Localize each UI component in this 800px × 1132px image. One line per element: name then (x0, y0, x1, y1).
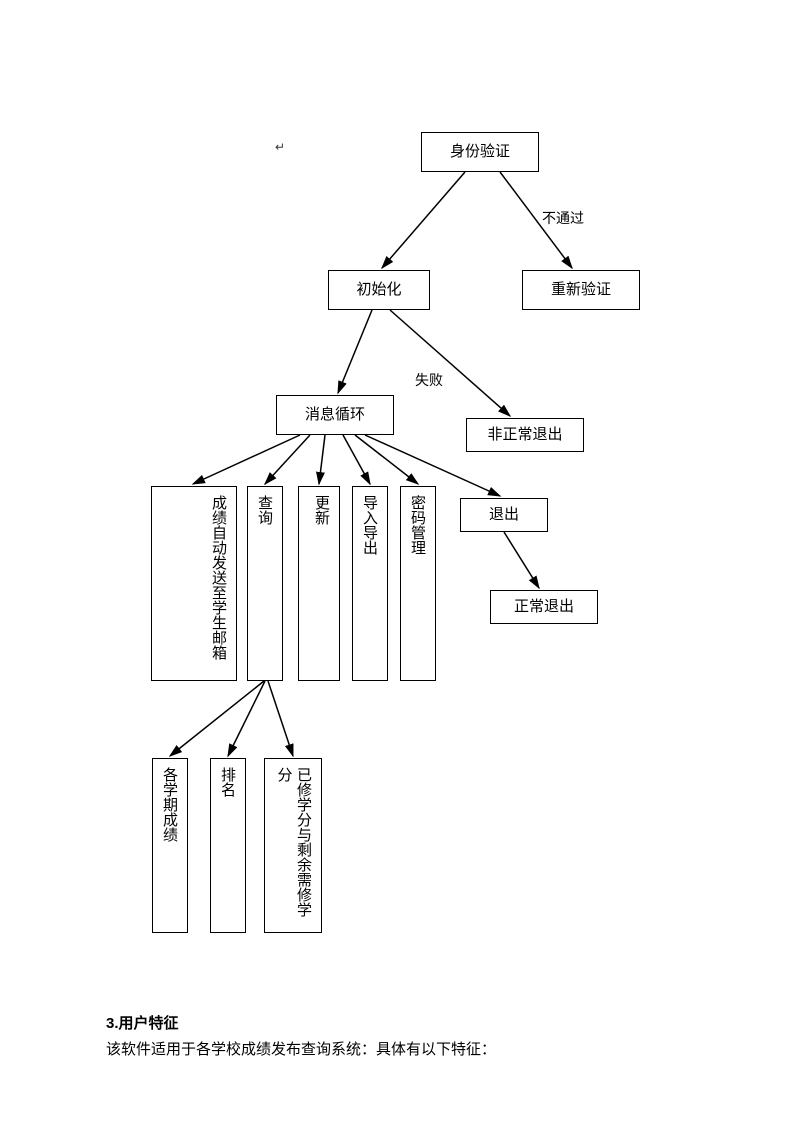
edge-exit-normexit (504, 532, 539, 588)
node-reauth: 重新验证 (522, 270, 640, 310)
node-init: 初始化 (328, 270, 430, 310)
node-query: 查询 (247, 486, 283, 681)
diagram-container: ↵ 身份验证重新验证 初始化消息循环非正常退出成绩自动发送至学生邮箱查询更新导入导… (0, 0, 800, 1132)
edge-loop-update (319, 435, 325, 484)
edge-init-abexit (390, 310, 510, 416)
node-pwd: 密码管理 (400, 486, 436, 681)
edge-loop-query (265, 435, 310, 484)
node-loop: 消息循环 (276, 395, 394, 435)
node-sem_grade: 各学期成绩 (152, 758, 188, 933)
label-fail_pass: 不通过 (542, 208, 584, 228)
edge-loop-pwd (355, 435, 418, 484)
section-heading: 3.用户特征 (106, 1012, 179, 1033)
edge-auth-init (382, 172, 465, 268)
node-grade_send: 成绩自动发送至学生邮箱 (151, 486, 237, 681)
node-credit: 已修学分与剩余需修学分 (264, 758, 322, 933)
node-normexit: 正常退出 (490, 590, 598, 624)
node-import: 导入导出 (352, 486, 388, 681)
node-rank: 排名 (210, 758, 246, 933)
label-fail: 失败 (415, 370, 443, 390)
edge-query-rank (228, 681, 265, 756)
section-body: 该软件适用于各学校成绩发布查询系统：具体有以下特征： (106, 1038, 496, 1059)
node-update: 更新 (298, 486, 340, 681)
node-abexit: 非正常退出 (466, 418, 584, 452)
edge-query-credit (268, 681, 293, 756)
enter-mark: ↵ (275, 140, 285, 154)
edge-loop-import (343, 435, 370, 484)
edge-loop-grade_send (193, 435, 300, 484)
edge-query-sem_grade (170, 681, 264, 756)
edge-init-loop (338, 310, 372, 393)
node-auth: 身份验证 (421, 132, 539, 172)
node-exit: 退出 (460, 498, 548, 532)
